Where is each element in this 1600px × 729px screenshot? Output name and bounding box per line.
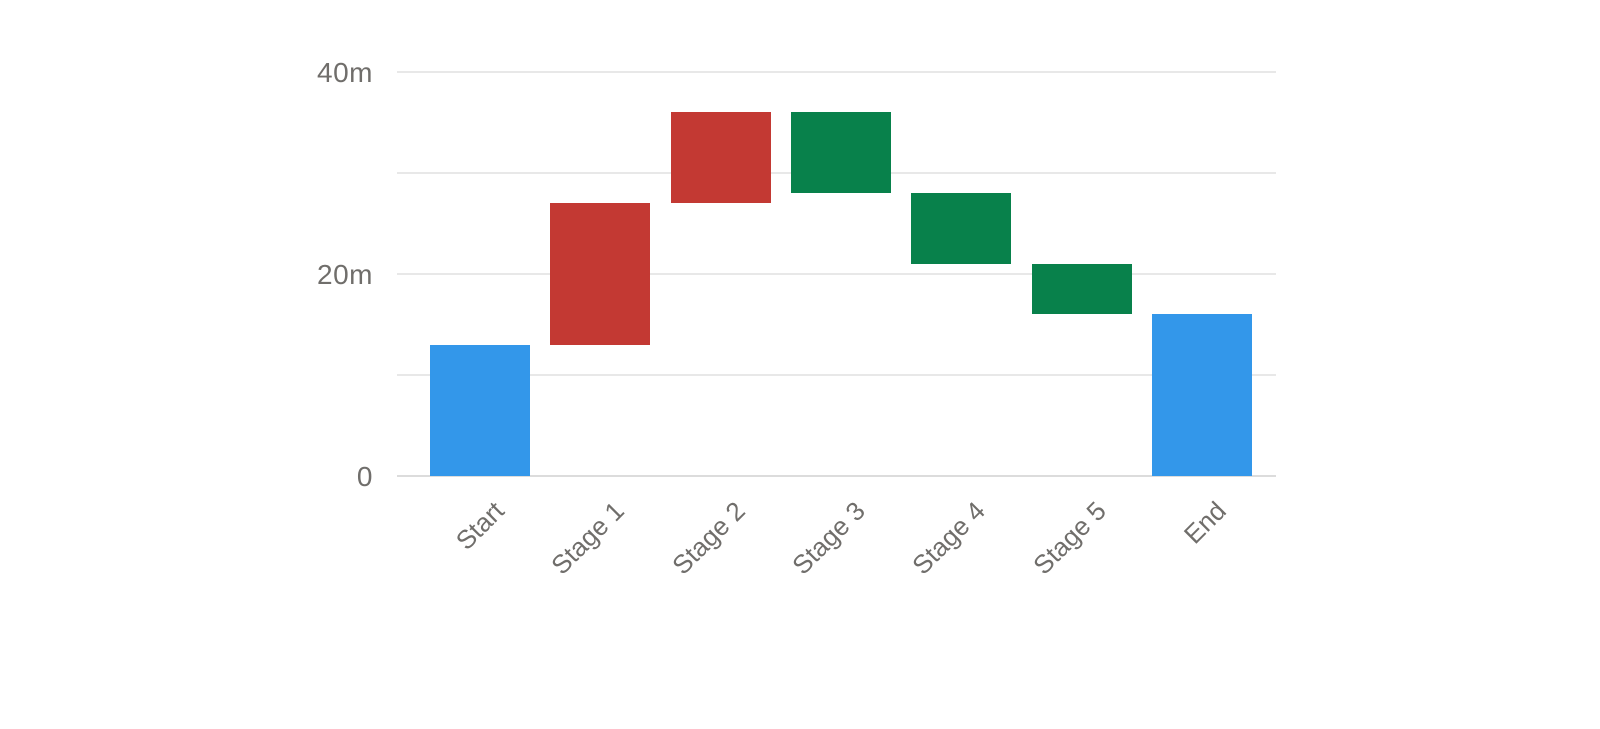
bar-stage-3[interactable] [790, 112, 891, 194]
bar-end[interactable] [1151, 314, 1252, 476]
waterfall-chart: 40m 20m 0 Start Stage 1 Stage 2 Stage 3 Stage 4… [317, 57, 1277, 581]
gridline-40 [397, 71, 1276, 73]
bar-stage-2[interactable] [670, 112, 771, 204]
y-axis-tick-label-20m: 20m [317, 259, 373, 290]
x-axis-label-stage-1: Stage 1 [545, 495, 631, 581]
x-axis-label-end: End [1177, 495, 1232, 550]
x-axis-label-start: Start [449, 495, 510, 556]
x-axis-label-stage-2: Stage 2 [665, 495, 751, 581]
bar-start[interactable] [430, 344, 530, 476]
x-axis-label-stage-4: Stage 4 [906, 495, 992, 581]
y-axis-tick-label-0: 0 [356, 461, 373, 492]
bar-stage-5[interactable] [1031, 263, 1132, 315]
plot-area [397, 71, 1277, 477]
bar-stage-1[interactable] [550, 203, 651, 345]
gridline-20 [397, 273, 1276, 275]
y-axis-tick-label-40m: 40m [317, 57, 373, 88]
x-axis-label-stage-3: Stage 3 [786, 495, 871, 581]
x-axis-label-stage-5: Stage 5 [1026, 495, 1112, 581]
bar-stage-4[interactable] [911, 193, 1012, 264]
